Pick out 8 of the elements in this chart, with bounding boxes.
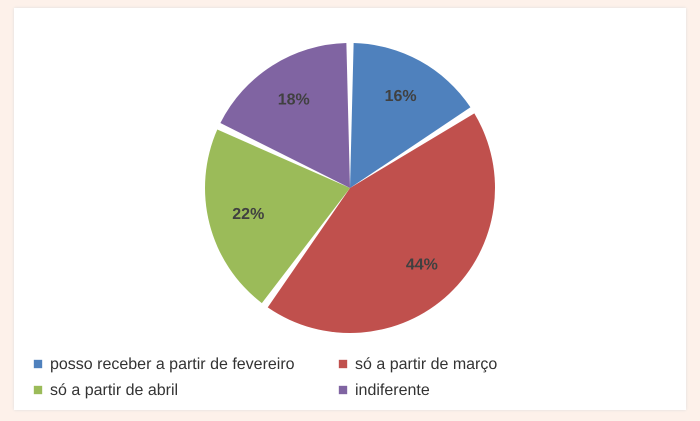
legend-label: só a partir de março: [355, 356, 498, 373]
data-label: 16%: [384, 88, 417, 105]
data-label: 44%: [406, 256, 438, 274]
legend-label: indiferente: [355, 382, 430, 399]
data-label: 22%: [232, 206, 264, 224]
data-label: 18%: [278, 91, 310, 108]
legend-label: só a partir de abril: [50, 382, 178, 399]
legend-label: posso receber a partir de fevereiro: [50, 356, 295, 373]
